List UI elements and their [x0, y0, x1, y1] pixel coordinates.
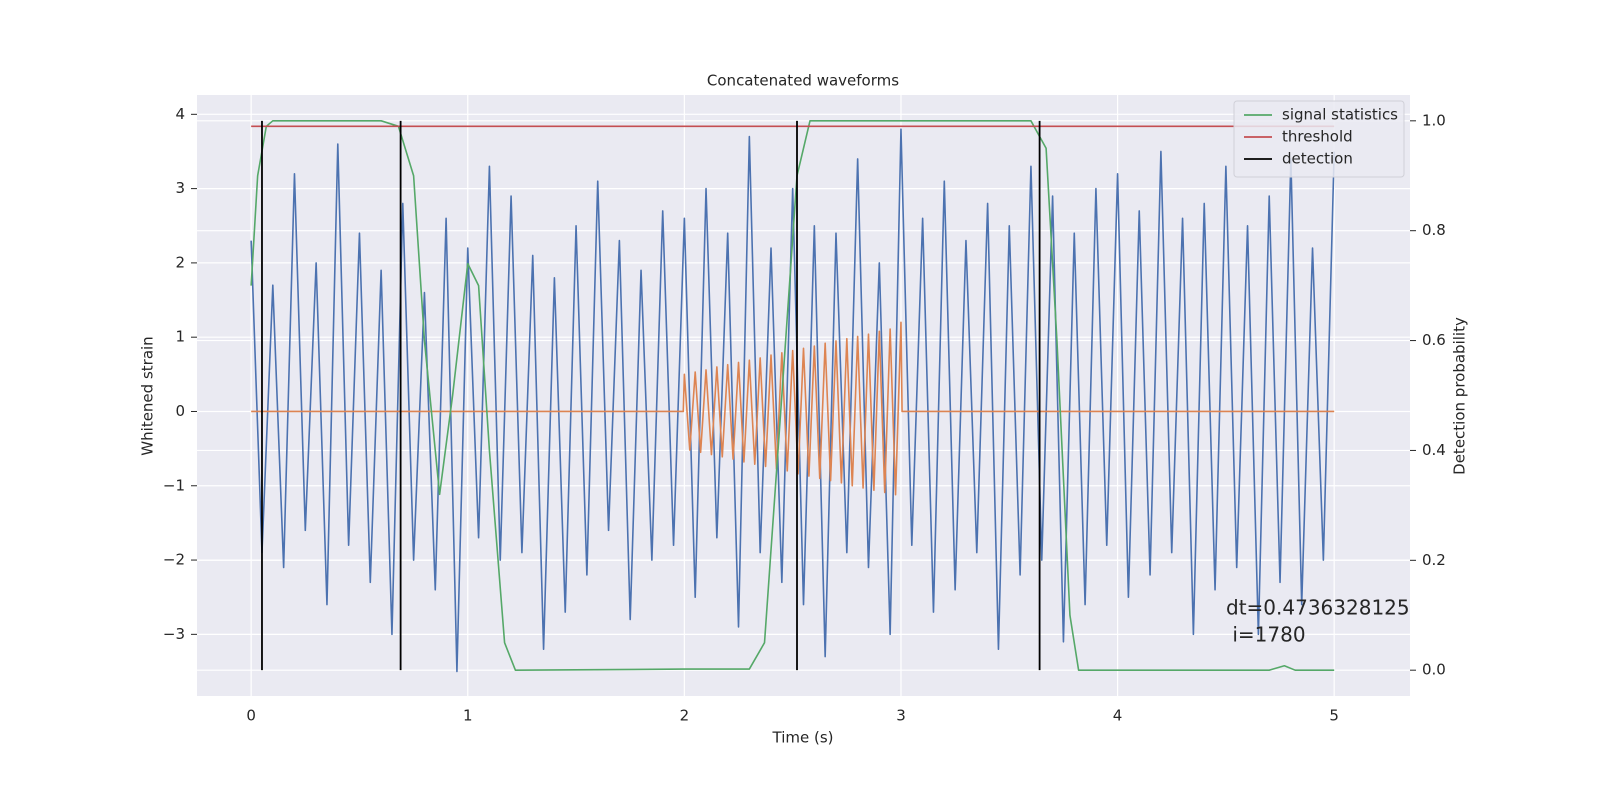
series-line: [251, 321, 1335, 496]
y-axis-label: Whitened strain: [139, 336, 157, 455]
y2-tick-label: 0.6: [1422, 331, 1446, 349]
y2-tick-label: 0.2: [1422, 551, 1446, 569]
y2-tick-label: 0.0: [1422, 661, 1446, 679]
x-tick-label: 1: [463, 707, 473, 725]
y2-tick-label: 0.4: [1422, 441, 1446, 459]
x-tick-label: 2: [680, 707, 690, 725]
annotation: i=1780: [1226, 623, 1306, 647]
y-tick-label: −3: [163, 625, 185, 643]
legend-label: detection: [1282, 150, 1353, 168]
y-tick-label: 2: [175, 253, 185, 271]
legend-label: signal statistics: [1282, 106, 1398, 124]
y-tick-label: 3: [175, 179, 185, 197]
x-axis-label: Time (s): [772, 729, 834, 747]
y-tick-label: −2: [163, 551, 185, 569]
y-tick-label: 1: [175, 328, 185, 346]
y2-tick-label: 1.0: [1422, 111, 1446, 129]
legend-label: threshold: [1282, 128, 1353, 146]
annotation: dt=0.4736328125: [1226, 596, 1410, 620]
x-tick-label: 4: [1113, 707, 1123, 725]
y2-tick-label: 0.8: [1422, 221, 1446, 239]
x-tick-label: 5: [1329, 707, 1339, 725]
x-tick-label: 3: [896, 707, 906, 725]
y-tick-label: 0: [175, 402, 185, 420]
y2-axis-label: Detection probability: [1451, 317, 1469, 475]
legend-box: [1233, 100, 1405, 178]
series-line: [250, 120, 1335, 671]
y-tick-label: −1: [163, 476, 185, 494]
series-line: [250, 128, 1335, 673]
x-tick-label: 0: [246, 707, 256, 725]
y-tick-label: 4: [175, 105, 185, 123]
chart-title: Concatenated waveforms: [707, 72, 899, 90]
